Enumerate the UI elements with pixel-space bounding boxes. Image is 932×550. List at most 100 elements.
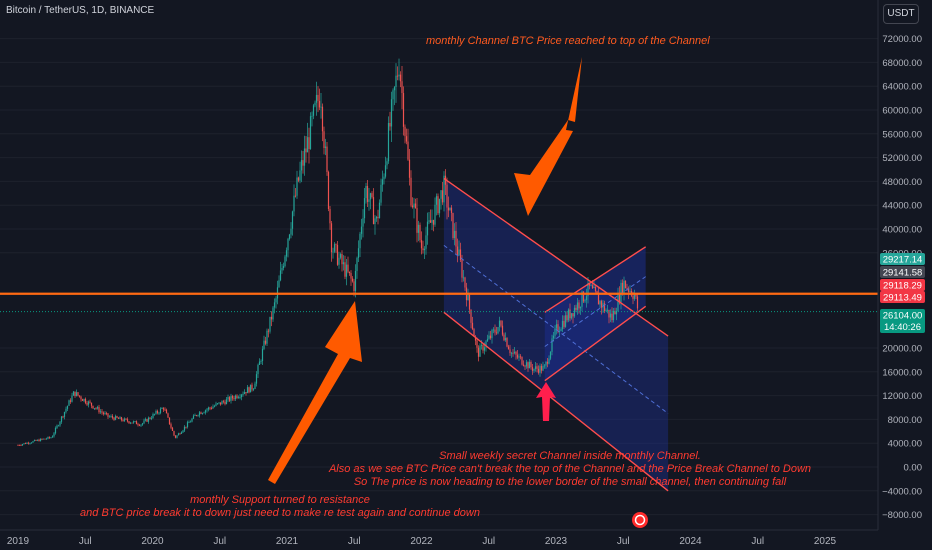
candle [440,190,442,199]
candle [533,368,535,371]
candle [173,430,175,436]
candle [450,207,453,213]
candle [339,254,342,258]
candle [407,141,409,160]
candle [149,417,151,419]
candle [240,394,243,398]
candle [495,332,498,334]
price-tag [880,309,925,333]
candle [503,334,505,341]
candle [528,361,531,369]
candle [144,419,147,421]
candle [233,398,235,400]
candle [186,422,189,428]
candle [237,397,240,399]
candle [305,148,307,153]
candle [356,257,358,271]
candle [530,361,532,368]
candle [57,425,60,427]
candle [620,282,622,302]
candle [350,272,352,279]
candle [98,407,100,413]
candle [261,348,264,361]
candle [572,313,574,317]
candle [390,99,393,127]
candle [479,345,481,357]
candle [512,352,514,354]
candle [191,418,193,422]
candle [17,444,19,446]
candle [483,347,486,351]
candle [207,407,210,410]
candle [89,401,91,403]
candle [330,223,333,253]
candle [126,419,129,422]
candle [182,430,184,433]
candle [629,291,631,292]
candle [179,433,181,435]
x-tick-label: 2020 [141,536,164,547]
candle [246,387,249,394]
candle [333,244,336,252]
candle [95,408,97,409]
candle [36,439,39,441]
candle [198,412,201,416]
candle [618,293,621,302]
candle [518,356,520,358]
candle [260,360,262,362]
candle [429,220,432,223]
candle [428,220,430,222]
candle [228,397,231,401]
candle [617,293,619,311]
candle [275,298,277,303]
candle [471,322,474,330]
candle [621,282,624,294]
candle [623,280,625,294]
candle [593,287,595,289]
candle [627,288,630,292]
candle [591,285,594,289]
candle [65,408,67,412]
candle [218,402,220,404]
candle [32,441,34,443]
x-tick-label: 2025 [814,536,837,547]
candle [482,344,484,351]
candle [321,106,324,132]
candle [317,94,319,101]
candle [234,395,237,400]
candle [498,320,501,328]
candle [323,131,325,148]
candle [570,313,573,319]
candle [473,329,475,337]
candle [468,294,471,310]
candle [122,420,124,422]
y-tick-label: 56000.00 [882,129,922,140]
candle [447,207,450,211]
candle [326,146,328,173]
candle [386,161,388,166]
candle [423,248,426,251]
candle [426,221,429,236]
chart-title: Bitcoin / TetherUS, 1D, BINANCE [6,5,155,16]
candle [174,435,177,438]
candle [204,410,207,413]
candle [566,315,568,321]
candle [255,374,258,384]
monthly-channel-top-line [443,177,669,337]
candle [243,392,246,394]
weekly-channel-area [544,246,646,381]
candle [414,203,417,209]
candle [594,287,597,292]
x-tick-label: 2024 [679,536,702,547]
candle [107,413,109,417]
candle [242,393,244,395]
candle [117,417,120,419]
monthly-channel-midline [443,244,669,414]
candle [51,436,54,438]
candle [458,249,460,256]
candle [554,328,556,336]
y-tick-label: 12000.00 [882,391,922,402]
currency-button[interactable]: USDT [883,4,919,24]
candle [546,361,549,364]
